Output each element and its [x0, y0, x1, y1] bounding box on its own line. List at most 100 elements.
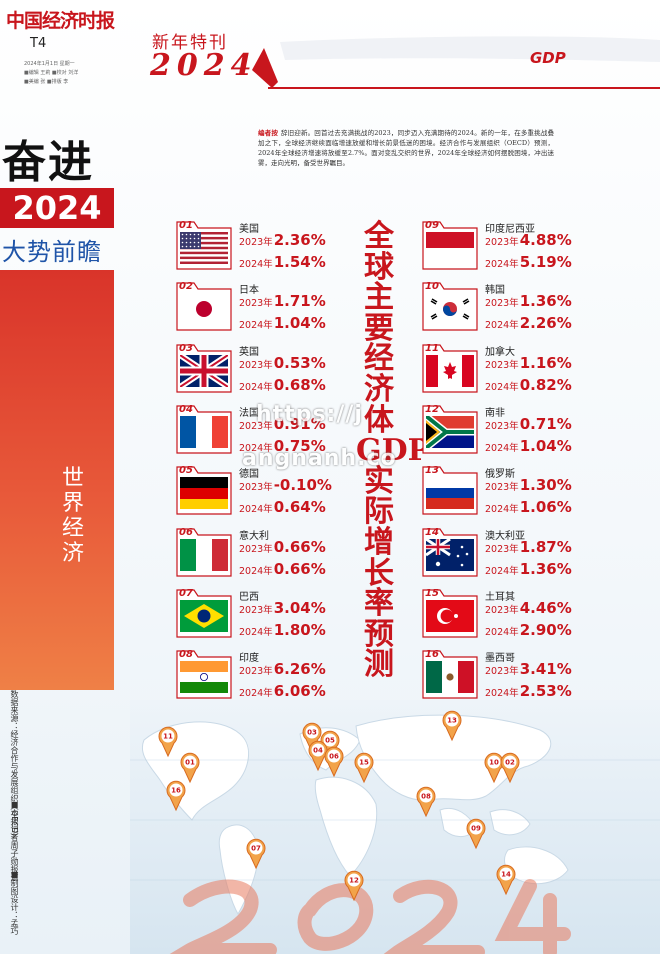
rate-2023: 2023年1.30%	[485, 475, 572, 494]
year-label-2023: 2023年	[239, 482, 273, 494]
rate-2023: 2023年0.91%	[239, 414, 326, 433]
year-label-2024: 2024年	[239, 320, 273, 332]
id-flag-icon	[426, 232, 474, 264]
country-number: 10	[425, 281, 439, 293]
year-label-2024: 2024年	[239, 381, 273, 393]
flag-frame: 07	[176, 588, 232, 638]
country-number: 14	[425, 526, 439, 538]
rate-2024-value: 0.66%	[273, 559, 326, 578]
year-label-2023: 2023年	[485, 482, 519, 494]
year-label-2023: 2023年	[239, 298, 273, 310]
vertical-headline: 全球主要经济体GDP实际增长率预测	[356, 219, 431, 683]
flag-frame: 05	[176, 465, 232, 515]
rate-2023: 2023年1.87%	[485, 537, 572, 556]
map-pin-10: 10	[484, 752, 504, 784]
rate-2023-value: 0.66%	[273, 537, 326, 556]
country-row-ca: 11 加拿大 2023年1.16% 2024年0.82%	[422, 343, 632, 397]
year-label-2023: 2023年	[485, 237, 519, 248]
flag-frame: 06	[176, 527, 232, 577]
flag-frame: 02	[176, 281, 232, 331]
map-pin-label: 13	[447, 717, 457, 725]
country-row-za: 12 南非 2023年0.71% 2024年1.04%	[422, 404, 632, 458]
year-label-2024: 2024年	[239, 688, 273, 700]
rate-2023-value: 0.53%	[273, 353, 326, 372]
flag-frame: 01	[176, 220, 232, 270]
map-pin-label: 14	[501, 871, 511, 879]
rate-2024: 2024年5.19%	[485, 252, 572, 271]
flag-frame: 10	[422, 281, 478, 331]
flag-frame: 09	[422, 220, 478, 270]
page-number: T4	[30, 36, 47, 51]
country-row-us: 01 美国 2023年2.36% 2024年1.54%	[176, 220, 386, 274]
flag-frame: 16	[422, 649, 478, 699]
rate-2023-value: 4.88%	[519, 231, 572, 249]
flag-frame: 03	[176, 343, 232, 393]
year-label-2024: 2024年	[239, 442, 273, 454]
reporter-note: ■本报记者周子勋报道	[10, 800, 19, 881]
year-label-2024: 2024年	[239, 259, 273, 270]
tr-flag-icon	[426, 599, 474, 632]
map-pin-label: 01	[185, 759, 195, 767]
rate-2023: 2023年6.26%	[239, 659, 326, 678]
country-name: 印度尼西亚	[485, 224, 535, 235]
header-swoosh	[252, 36, 660, 89]
rate-2023-value: 6.26%	[273, 660, 326, 679]
kr-flag-icon	[426, 293, 474, 326]
rate-2024-value: 5.19%	[519, 253, 572, 271]
rate-2023: 2023年0.71%	[485, 414, 572, 433]
flag-frame: 11	[422, 343, 478, 393]
country-name: 俄罗斯	[485, 469, 515, 481]
flag-frame: 13	[422, 465, 478, 515]
rate-2023-value: 1.71%	[273, 292, 326, 311]
side-color-bar	[0, 270, 114, 690]
special-edition-label: 新年特刊	[152, 33, 228, 53]
rate-2023-value: 0.91%	[273, 414, 326, 433]
year-label-2024: 2024年	[485, 626, 519, 638]
map-pin-label: 06	[329, 753, 339, 761]
rate-2024-value: 0.68%	[273, 375, 326, 394]
country-number: 04	[179, 403, 193, 415]
country-row-id: 09 印度尼西亚 2023年4.88% 2024年5.19%	[422, 220, 632, 274]
rate-2024-value: 1.80%	[273, 620, 326, 639]
country-row-mx: 16 墨西哥 2023年3.41% 2024年2.53%	[422, 649, 632, 703]
rate-2024: 2024年1.06%	[485, 497, 572, 516]
country-name: 澳大利亚	[485, 530, 525, 542]
map-pin-label: 10	[489, 759, 499, 767]
map-pin-02: 02	[500, 752, 520, 784]
country-row-in: 08 印度 2023年6.26% 2024年6.06%	[176, 649, 386, 703]
map-pin-09: 09	[466, 818, 486, 850]
year-label-2023: 2023年	[239, 237, 273, 248]
map-pin-12: 12	[344, 870, 364, 902]
country-row-jp: 02 日本 2023年1.71% 2024年1.04%	[176, 281, 386, 335]
watermark-line-1: https://j	[256, 402, 363, 427]
map-pin-label: 11	[163, 733, 173, 741]
country-number: 02	[179, 281, 193, 293]
map-pin-07: 07	[246, 838, 266, 870]
rate-2024-value: 6.06%	[273, 682, 326, 701]
country-number: 16	[425, 649, 439, 661]
rate-2023-value: 3.04%	[273, 598, 326, 617]
rate-2024: 2024年1.04%	[485, 436, 572, 455]
section-year: 2024	[0, 188, 114, 228]
year-label-2024: 2024年	[239, 565, 273, 577]
year-label-2024: 2024年	[485, 442, 519, 454]
year-label-2023: 2023年	[485, 420, 519, 432]
newspaper-title: 中国经济时报	[6, 10, 115, 32]
country-number: 08	[179, 649, 193, 661]
year-label-2023: 2023年	[485, 666, 519, 678]
map-pin-label: 16	[171, 787, 181, 795]
country-row-tr: 15 土耳其 2023年4.46% 2024年2.90%	[422, 588, 632, 642]
country-number: 05	[179, 465, 193, 477]
ca-flag-icon	[426, 354, 474, 387]
section-label: 世界经济	[61, 466, 84, 566]
masthead-meta-2: ■编辑 王莉 ■校对 刘洋	[24, 70, 79, 76]
country-row-kr: 10 韩国 2023年1.36% 2024年2.26%	[422, 281, 632, 335]
year-label-2023: 2023年	[485, 604, 519, 616]
rate-2023: 2023年4.46%	[485, 598, 572, 617]
gdp-tag: GDP	[530, 49, 566, 67]
country-name: 日本	[239, 285, 259, 297]
country-number: 03	[179, 342, 193, 354]
rate-2023-value: 1.30%	[519, 476, 572, 495]
rate-2023: 2023年0.66%	[239, 537, 326, 556]
br-flag-icon	[180, 599, 228, 632]
